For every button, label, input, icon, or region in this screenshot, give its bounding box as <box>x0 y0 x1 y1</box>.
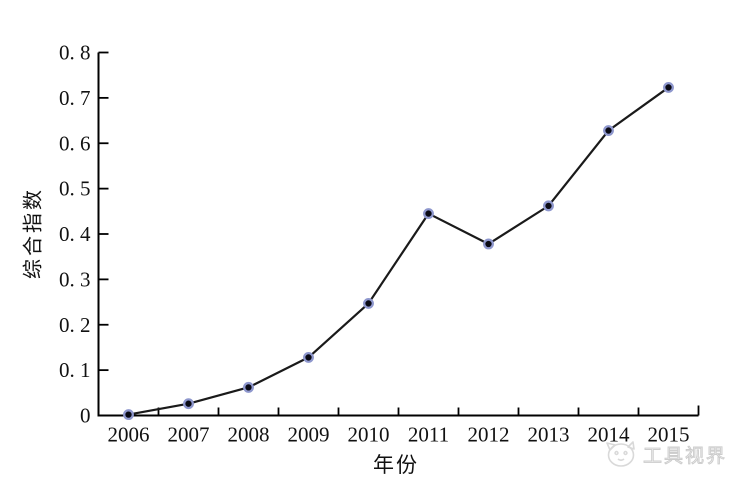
x-tick-label: 2014 <box>588 423 631 447</box>
data-point-marker <box>243 381 254 393</box>
mascot-cat-logo-icon <box>606 441 635 467</box>
y-tick-label: 0 <box>80 404 91 428</box>
series-line <box>128 86 670 416</box>
data-point-marker <box>663 81 674 93</box>
y-tick-label: 0. 4 <box>59 222 91 246</box>
data-point-marker <box>603 125 614 136</box>
y-tick-label: 0. 8 <box>59 41 91 65</box>
x-tick-label: 2013 <box>528 423 570 447</box>
data-point-marker <box>543 200 554 212</box>
data-point-marker <box>483 238 494 250</box>
y-axis-title: 综合指数 <box>22 187 45 279</box>
watermark-text: 工具视界 <box>643 446 728 468</box>
x-tick-label: 2010 <box>348 423 390 447</box>
x-tick-label: 2015 <box>648 423 690 447</box>
y-tick-label: 0. 2 <box>59 313 91 337</box>
y-tick-label: 0. 5 <box>59 177 91 201</box>
y-tick-label: 0. 1 <box>59 358 91 382</box>
data-point-marker <box>303 351 314 363</box>
y-tick-label: 0. 6 <box>59 131 91 155</box>
x-axis-title: 年份 <box>373 453 419 477</box>
x-tick-label: 2007 <box>168 423 210 447</box>
watermark: 工具视界 <box>606 441 727 468</box>
y-tick-label: 0. 7 <box>59 86 91 110</box>
y-tick-label: 0. 3 <box>59 267 91 291</box>
x-tick-label: 2011 <box>408 423 449 447</box>
x-tick-label: 2009 <box>288 423 330 447</box>
x-tick-label: 2006 <box>108 423 150 447</box>
data-point-marker <box>123 409 134 421</box>
x-tick-label: 2012 <box>468 423 510 447</box>
data-point-marker <box>183 398 194 410</box>
x-tick-label: 2008 <box>228 423 270 447</box>
data-point-marker <box>363 297 374 309</box>
data-point-marker <box>423 208 434 220</box>
